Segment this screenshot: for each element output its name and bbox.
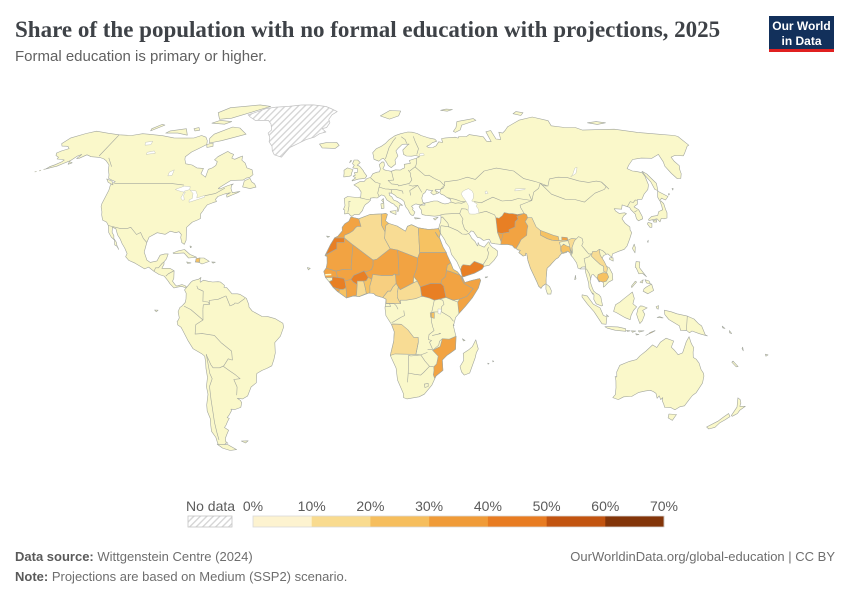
svg-text:20%: 20% xyxy=(356,498,384,514)
svg-text:No data: No data xyxy=(186,498,235,514)
svg-text:60%: 60% xyxy=(591,498,619,514)
svg-text:0%: 0% xyxy=(243,498,263,514)
svg-text:70%: 70% xyxy=(650,498,678,514)
svg-text:50%: 50% xyxy=(533,498,561,514)
svg-text:40%: 40% xyxy=(474,498,502,514)
svg-text:10%: 10% xyxy=(298,498,326,514)
svg-text:30%: 30% xyxy=(415,498,443,514)
